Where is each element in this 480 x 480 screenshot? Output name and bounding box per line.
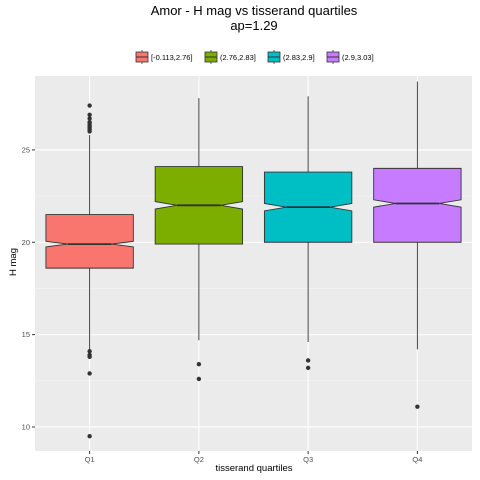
- outlier-point: [87, 354, 92, 359]
- legend-label: (2.9,3.03]: [342, 53, 374, 62]
- box-body: [373, 167, 462, 243]
- outlier-point: [196, 361, 202, 367]
- box-q4: [373, 81, 462, 409]
- x-tick-label: Q2: [194, 455, 204, 464]
- x-tick-label: Q3: [303, 455, 313, 464]
- legend-label: (2.83,2.9]: [283, 53, 315, 62]
- y-axis-title: H mag: [8, 248, 19, 276]
- y-tick-label: 25: [22, 145, 30, 154]
- box-q2: [154, 98, 244, 382]
- y-tick-label: 10: [22, 422, 30, 431]
- y-tick-label: 20: [22, 238, 30, 247]
- legend-label: (2.76,2.83]: [220, 53, 256, 62]
- boxes: [45, 81, 462, 439]
- x-tick-label: Q1: [85, 455, 95, 464]
- legend-key: [267, 50, 281, 64]
- y-tick-label: 15: [22, 330, 30, 339]
- outlier-point: [87, 129, 92, 134]
- x-tick-label: Q4: [412, 455, 422, 464]
- chart-title: Amor - H mag vs tisserand quartiles: [151, 3, 358, 18]
- outlier-point: [87, 116, 92, 121]
- chart-subtitle: ap=1.29: [230, 18, 277, 33]
- outlier-point: [87, 349, 92, 354]
- outlier-point: [305, 365, 311, 371]
- outlier-point: [415, 404, 420, 409]
- x-axis-title: tisserand quartiles: [215, 463, 292, 474]
- outlier-point: [87, 103, 92, 108]
- outlier-point: [87, 434, 92, 439]
- box-body: [45, 214, 134, 269]
- legend-key: [135, 50, 149, 64]
- legend-key: [326, 50, 340, 64]
- legend-key: [204, 50, 218, 64]
- legend-label: [-0.113,2.76]: [151, 53, 193, 62]
- outlier-point: [87, 112, 92, 117]
- outlier-point: [196, 376, 202, 382]
- outlier-point: [87, 371, 92, 376]
- y-axis: 10 15 20 25: [22, 145, 35, 431]
- box-q3: [263, 96, 353, 371]
- outlier-point: [305, 358, 311, 363]
- x-axis: Q1 Q2 Q3 Q4: [85, 451, 422, 464]
- legend: [-0.113,2.76] (2.76,2.83] (2.83,2.9] (2.9,3…: [135, 50, 374, 64]
- box-q1: [45, 103, 134, 439]
